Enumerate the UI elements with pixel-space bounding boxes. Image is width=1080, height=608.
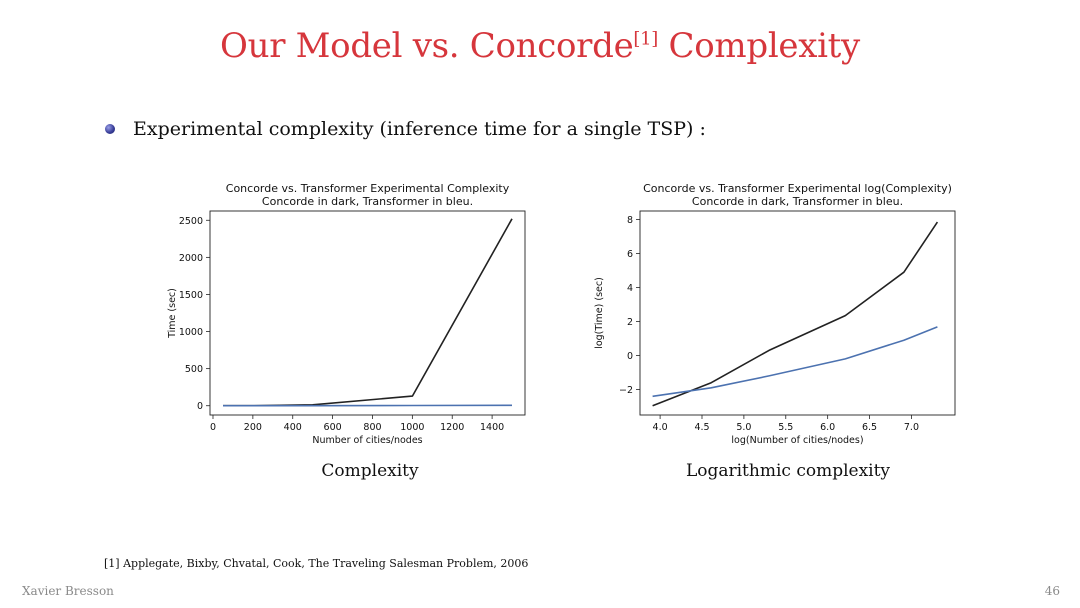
y-tick-label: 1000 — [179, 327, 203, 338]
series-line-1 — [652, 221, 939, 407]
page-number: 46 — [1044, 584, 1060, 598]
y-tick-label: 6 — [627, 249, 633, 260]
log-complexity-chart: Concorde vs. Transformer Experimental lo… — [585, 178, 975, 453]
x-tick-label: 1200 — [440, 422, 464, 433]
y-tick-label: 8 — [627, 215, 633, 226]
slide-title-end: Complexity — [658, 26, 861, 66]
complexity-chart-svg: Concorde vs. Transformer Experimental Co… — [167, 182, 526, 446]
author-name: Xavier Bresson — [22, 584, 114, 598]
y-tick-label: 2500 — [179, 216, 203, 227]
chart-subtitle: Concorde in dark, Transformer in bleu. — [262, 195, 473, 208]
x-tick-label: 1400 — [480, 422, 504, 433]
log-complexity-chart-svg: Concorde vs. Transformer Experimental lo… — [594, 182, 956, 446]
x-tick-label: 7.0 — [904, 422, 919, 433]
y-tick-label: 500 — [185, 364, 203, 375]
log-complexity-caption: Logarithmic complexity — [685, 461, 891, 481]
complexity-chart: Concorde vs. Transformer Experimental Co… — [155, 178, 545, 453]
y-axis-label: Time (sec) — [167, 288, 178, 339]
chart-title: Concorde vs. Transformer Experimental lo… — [643, 182, 952, 195]
chart-title: Concorde vs. Transformer Experimental Co… — [226, 182, 510, 195]
bullet-icon — [105, 124, 115, 134]
y-axis-label: log(Time) (sec) — [594, 277, 605, 349]
y-tick-label: 4 — [627, 283, 633, 294]
x-axis-label: log(Number of cities/nodes) — [731, 435, 863, 446]
slide-title: Our Model vs. Concorde[1] Complexity — [0, 26, 1080, 66]
plot-frame — [639, 210, 956, 416]
bullet-point: Experimental complexity (inference time … — [105, 118, 706, 140]
x-tick-label: 0 — [210, 422, 216, 433]
plot-frame — [209, 210, 526, 416]
series-line-1 — [223, 218, 513, 407]
x-tick-label: 1000 — [400, 422, 424, 433]
x-axis-label: Number of cities/nodes — [312, 435, 422, 446]
y-tick-label: 0 — [627, 351, 633, 362]
y-tick-label: 0 — [197, 401, 203, 412]
x-tick-label: 6.5 — [862, 422, 877, 433]
y-tick-label: 2000 — [179, 253, 203, 264]
reference-footnote: [1] Applegate, Bixby, Chvatal, Cook, The… — [104, 557, 529, 570]
slide-title-main: Our Model vs. Concorde — [220, 26, 634, 66]
x-tick-label: 800 — [363, 422, 381, 433]
x-tick-label: 4.0 — [653, 422, 668, 433]
bullet-text: Experimental complexity (inference time … — [133, 118, 706, 140]
x-tick-label: 200 — [244, 422, 262, 433]
x-tick-label: 6.0 — [820, 422, 835, 433]
x-tick-label: 600 — [324, 422, 342, 433]
series-line-2 — [652, 326, 938, 398]
slide-title-reference: [1] — [633, 28, 659, 50]
complexity-caption: Complexity — [321, 461, 419, 481]
y-tick-label: −2 — [619, 385, 633, 396]
chart-subtitle: Concorde in dark, Transformer in bleu. — [692, 195, 903, 208]
y-tick-label: 2 — [627, 317, 633, 328]
x-tick-label: 4.5 — [694, 422, 709, 433]
x-tick-label: 5.5 — [778, 422, 793, 433]
y-tick-label: 1500 — [179, 290, 203, 301]
x-tick-label: 5.0 — [736, 422, 751, 433]
x-tick-label: 400 — [284, 422, 302, 433]
